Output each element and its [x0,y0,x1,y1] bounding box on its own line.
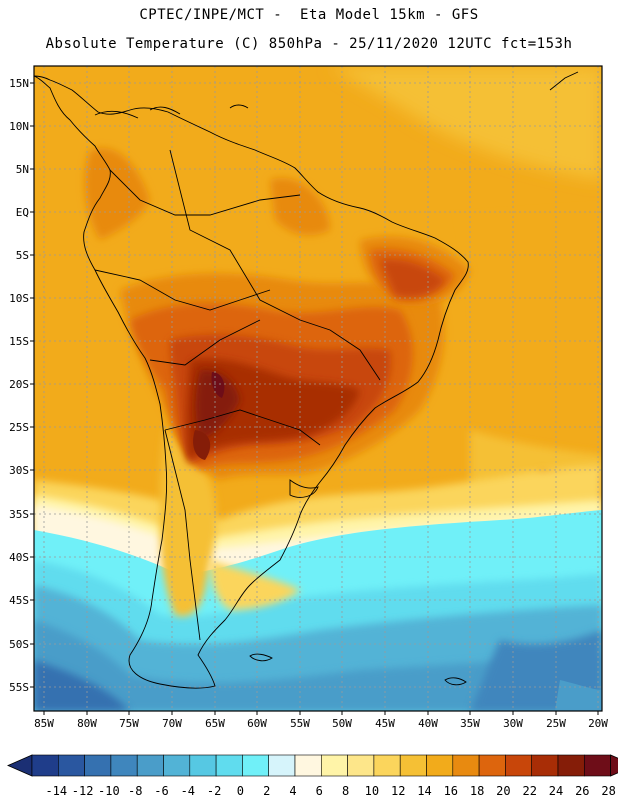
colorbar-label: 18 [470,784,484,798]
lon-label: 75W [119,717,139,730]
lat-label: 50S [9,638,29,651]
colorbar-swatch [505,754,532,777]
lon-label: 30W [503,717,523,730]
colorbar-label: -6 [154,784,168,798]
colorbar-label: 24 [549,784,563,798]
lat-label: 15N [9,77,29,90]
lat-label: EQ [16,206,29,219]
colorbar-swatch [57,754,85,777]
lat-label: 5N [16,163,29,176]
colorbar-label: -2 [207,784,221,798]
colorbar-label: 8 [342,784,349,798]
lat-label: 40S [9,551,29,564]
lon-label: 60W [247,717,267,730]
colorbar-label: 26 [575,784,589,798]
lat-label: 45S [9,594,29,607]
colorbar-swatch [426,754,454,777]
colorbar-label: 22 [522,784,536,798]
lon-label: 55W [290,717,310,730]
colorbar-label: 12 [391,784,405,798]
colorbar-label: 28 [601,784,615,798]
map-frame [33,65,603,712]
colorbar-swatch [110,754,138,777]
coastlines-borders [34,71,579,689]
colorbar-label: 10 [365,784,379,798]
colorbar-swatch [294,754,322,777]
colorbar-label: 6 [316,784,323,798]
colorbar-swatch [215,754,243,777]
colorbar-swatch [189,754,217,777]
colorbar-swatch [242,754,269,777]
colorbar-label: 20 [496,784,510,798]
lon-label: 50W [332,717,352,730]
longitude-labels: 85W 80W 75W 70W 65W 60W 55W 50W 45W 40W 35W 30W 25W 2… [34,711,608,730]
lat-label: 35S [9,508,29,521]
lon-label: 85W [34,717,54,730]
colorbar-swatch [531,754,559,777]
colorbar-swatch [320,754,348,777]
colorbar-swatch [399,754,427,777]
colorbar-label: 4 [289,784,296,798]
colorbar-label: 16 [444,784,458,798]
map-title-line-2: Absolute Temperature (C) 850hPa - 25/11/… [45,36,573,52]
colorbar-swatch [347,754,375,777]
lat-label: 5S [16,249,29,262]
map-title-line-1: CPTEC/INPE/MCT - Eta Model 15km - GFS [139,7,479,23]
lon-label: 40W [418,717,438,730]
lat-label: 10S [9,292,29,305]
colorbar-swatch [136,754,164,777]
lat-label: 15S [9,335,29,348]
colorbar-label: 0 [237,784,244,798]
colorbar-swatch [557,754,585,777]
lat-label: 55S [9,681,29,694]
colorbar-arrow-left [7,754,33,777]
colorbar [7,754,618,777]
lat-label: 10N [9,120,29,133]
colorbar-labels: -14 -12 -10 -8 -6 -4 -2 0 2 4 6 8 10 12 14 16 18 20 22 24 26… [45,784,615,798]
colorbar-label: -10 [98,784,120,798]
colorbar-swatch [84,754,112,777]
colorbar-label: -4 [181,784,195,798]
temperature-field [34,66,602,711]
colorbar-label: -12 [72,784,94,798]
colorbar-swatch [268,754,296,777]
colorbar-label: -14 [45,784,67,798]
lon-label: 65W [205,717,225,730]
lon-label: 70W [162,717,182,730]
colorbar-swatch [31,754,59,777]
colorbar-swatch [583,754,611,777]
colorbar-arrow-right [610,754,618,777]
colorbar-swatch [163,754,191,777]
colorbar-label: 14 [417,784,431,798]
colorbar-label: 2 [263,784,270,798]
colorbar-swatch [478,754,506,777]
latitude-labels: 15N 10N 5N EQ 5S 10S 15S 20S 25S 30S 35S 40S 45S 50S 5… [9,77,34,694]
lat-label: 25S [9,421,29,434]
colorbar-label: -8 [128,784,142,798]
lon-label: 25W [546,717,566,730]
lon-label: 80W [77,717,97,730]
lon-label: 35W [460,717,480,730]
colorbar-swatch [373,754,401,777]
lon-label: 45W [375,717,395,730]
lat-label: 20S [9,378,29,391]
lat-label: 30S [9,464,29,477]
colorbar-swatch [452,754,480,777]
lon-label: 20W [588,717,608,730]
